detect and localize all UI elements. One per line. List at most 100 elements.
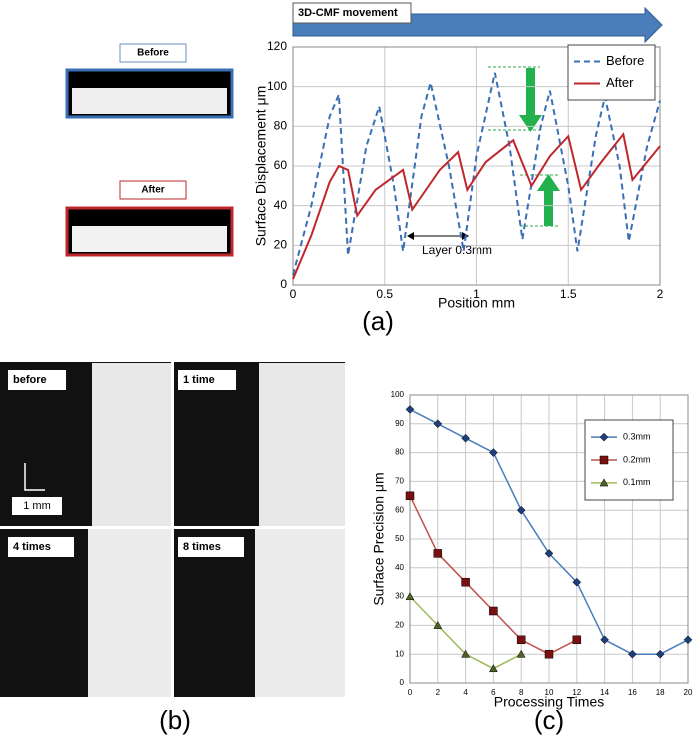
x-tick-label: 6 <box>491 688 496 697</box>
x-tick-label: 0.5 <box>376 287 393 301</box>
photo-content <box>72 88 227 114</box>
photo-label: before <box>13 374 47 386</box>
label-box <box>8 370 66 390</box>
y-tick-label: 40 <box>274 198 288 212</box>
legend-label: After <box>606 75 634 90</box>
banner-text: 3D-CMF movement <box>298 7 398 19</box>
scale-bar <box>24 463 45 491</box>
label-box <box>119 43 187 63</box>
x-tick-label: 0 <box>408 688 413 697</box>
scale-box <box>12 497 62 515</box>
marker <box>599 432 609 442</box>
label-box <box>178 537 244 557</box>
marker <box>572 635 582 645</box>
photo-label: 4 times <box>13 541 51 553</box>
marker <box>489 606 498 616</box>
y-tick-label: 80 <box>395 448 404 457</box>
x-axis-label: Position mm <box>438 295 515 311</box>
marker <box>600 635 609 645</box>
marker <box>516 635 526 645</box>
x-tick-label: 10 <box>545 688 554 697</box>
x-axis-label: Processing Times <box>494 694 604 710</box>
banner-box <box>292 2 412 24</box>
marker <box>433 419 443 429</box>
marker <box>433 549 443 558</box>
marker <box>433 620 443 629</box>
y-tick-label: 90 <box>395 419 404 428</box>
plot-frame <box>292 46 661 286</box>
panel-label: (c) <box>534 705 564 735</box>
x-tick-label: 18 <box>656 688 665 697</box>
marker <box>683 635 693 645</box>
x-tick-label: 20 <box>684 688 693 697</box>
legend-label: 0.2mm <box>623 454 651 464</box>
marker <box>405 491 415 501</box>
y-tick-label: 10 <box>395 649 404 658</box>
series-line <box>292 131 661 280</box>
label-box <box>8 537 74 557</box>
y-tick-label: 60 <box>395 505 404 514</box>
marker <box>572 577 582 587</box>
marker <box>488 664 498 673</box>
image-label: After <box>141 185 164 196</box>
y-tick-label: 60 <box>274 158 288 172</box>
marker <box>599 455 609 465</box>
photo-label: 8 times <box>183 541 221 553</box>
legend-label: 0.3mm <box>623 432 651 442</box>
green-arrows <box>488 66 560 227</box>
panel-label: (a) <box>362 306 394 336</box>
marker <box>489 448 498 457</box>
x-tick-label: 12 <box>572 688 581 697</box>
legend-label: Before <box>606 53 644 68</box>
y-tick-label: 20 <box>274 238 288 252</box>
photo-content <box>259 363 345 526</box>
marker <box>599 478 609 487</box>
y-axis-label: Surface Precision μm <box>371 472 387 605</box>
panel-label: (b) <box>159 705 191 735</box>
marker <box>405 405 415 414</box>
y-tick-label: 100 <box>391 390 405 399</box>
x-tick-label: 0 <box>290 287 297 301</box>
marker <box>655 649 665 659</box>
marker <box>544 549 554 558</box>
y-tick-label: 50 <box>395 534 404 543</box>
marker <box>544 649 554 659</box>
image-label: Before <box>137 48 169 59</box>
x-tick-label: 14 <box>600 688 609 697</box>
y-tick-label: 30 <box>395 592 404 601</box>
y-tick-label: 0 <box>280 277 287 291</box>
plot-frame <box>409 394 689 684</box>
y-tick-label: 70 <box>395 477 404 486</box>
series-line <box>292 72 661 276</box>
marker <box>516 649 526 658</box>
marker <box>461 649 471 658</box>
x-tick-label: 1 <box>473 287 480 301</box>
x-tick-label: 4 <box>463 688 468 697</box>
photo-content <box>92 363 172 526</box>
photo-content <box>88 529 172 697</box>
photo-content <box>255 529 345 697</box>
x-tick-label: 16 <box>628 688 637 697</box>
legend-label: 0.1mm <box>623 477 651 487</box>
marker <box>461 577 470 587</box>
arrow-down <box>519 68 542 132</box>
scale-text: 1 mm <box>23 500 51 512</box>
x-tick-label: 2 <box>657 287 664 301</box>
label-box <box>119 180 187 200</box>
marker <box>516 505 526 515</box>
photo-label: 1 time <box>183 374 215 386</box>
y-tick-label: 40 <box>395 563 404 572</box>
legend-box <box>567 44 656 101</box>
y-axis-label: Surface Displacement μm <box>253 86 269 247</box>
photo-content <box>72 226 227 252</box>
y-tick-label: 80 <box>274 119 288 133</box>
y-tick-label: 0 <box>400 678 405 687</box>
y-tick-label: 100 <box>267 79 287 93</box>
y-tick-label: 120 <box>267 39 287 53</box>
arrow-up <box>537 174 560 226</box>
label-box <box>178 370 236 390</box>
annotation: Layer 0.3mm <box>422 243 492 257</box>
marker <box>461 433 470 443</box>
x-tick-label: 8 <box>519 688 524 697</box>
